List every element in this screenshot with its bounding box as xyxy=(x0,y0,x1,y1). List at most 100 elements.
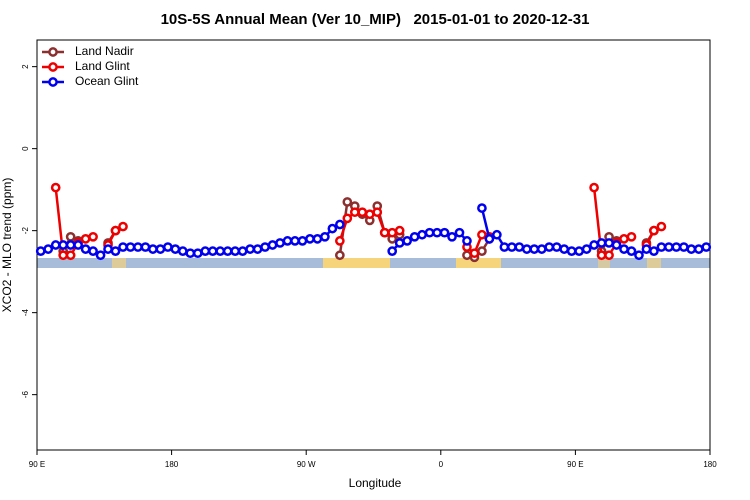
data-point xyxy=(671,242,682,252)
y-tick-label: -4 xyxy=(21,309,30,317)
data-point xyxy=(118,221,128,232)
data-point xyxy=(536,244,547,254)
data-point xyxy=(566,246,577,256)
data-point xyxy=(342,197,353,207)
data-point xyxy=(230,246,241,256)
data-point xyxy=(140,242,151,252)
series xyxy=(50,182,667,261)
legend-label: Ocean Glint xyxy=(75,74,139,88)
data-point xyxy=(110,246,121,256)
x-tick-label: 90 E xyxy=(567,460,583,469)
data-point xyxy=(192,248,203,259)
data-point xyxy=(529,244,540,254)
data-point xyxy=(506,242,517,252)
x-tick-label: 180 xyxy=(703,460,717,469)
data-point xyxy=(492,229,502,240)
data-point xyxy=(634,250,644,261)
data-point xyxy=(335,250,345,261)
data-point xyxy=(252,244,263,254)
x-axis-label: Longitude xyxy=(349,476,402,490)
data-point xyxy=(693,244,704,254)
data-point xyxy=(50,182,61,193)
data-point xyxy=(604,250,614,261)
legend-marker xyxy=(48,47,58,57)
legend-label: Land Nadir xyxy=(75,44,134,58)
land-strip xyxy=(456,258,501,268)
data-point xyxy=(432,227,442,238)
data-point xyxy=(88,231,98,242)
data-point xyxy=(43,244,54,254)
data-point xyxy=(701,242,712,252)
data-point xyxy=(619,234,629,244)
data-point xyxy=(342,213,353,224)
x-tick-label: 0 xyxy=(439,460,444,469)
data-point xyxy=(364,209,375,220)
data-point xyxy=(619,244,629,254)
land-strip xyxy=(598,258,610,268)
y-axis-label: XCO2 - MLO trend (ppm) xyxy=(0,178,14,313)
data-point xyxy=(357,207,368,218)
data-point xyxy=(282,236,293,246)
data-point xyxy=(656,221,667,232)
data-point xyxy=(394,225,405,236)
y-tick-label: 2 xyxy=(21,64,30,69)
data-point xyxy=(454,227,465,238)
data-point xyxy=(58,240,69,250)
y-tick-label: 0 xyxy=(21,146,30,151)
data-point xyxy=(664,242,674,252)
data-point xyxy=(649,225,659,236)
data-point xyxy=(148,244,158,254)
data-point xyxy=(462,250,472,261)
data-point xyxy=(394,238,405,248)
legend-label: Land Glint xyxy=(75,59,130,73)
data-point xyxy=(544,242,555,252)
data-point xyxy=(335,236,345,246)
data-point xyxy=(678,242,689,252)
data-point xyxy=(611,240,622,250)
data-point xyxy=(559,244,570,254)
data-point xyxy=(170,244,181,254)
data-point xyxy=(305,234,315,244)
data-point xyxy=(200,246,211,256)
data-point xyxy=(237,246,248,256)
data-point xyxy=(484,234,495,244)
data-point xyxy=(185,248,196,259)
data-point xyxy=(521,244,532,254)
y-tick-label: -6 xyxy=(21,391,30,399)
data-point xyxy=(35,246,46,256)
data-point xyxy=(73,240,83,250)
data-point xyxy=(589,182,599,193)
data-point xyxy=(260,242,270,252)
data-point xyxy=(626,231,637,242)
data-point xyxy=(514,242,525,252)
data-point xyxy=(439,227,450,238)
land-ocean-strip xyxy=(37,258,710,268)
land-strip xyxy=(323,258,390,268)
data-point xyxy=(499,242,510,252)
data-point xyxy=(80,234,91,244)
legend-marker xyxy=(48,77,58,87)
data-point xyxy=(65,231,76,242)
data-point xyxy=(626,246,637,256)
data-point xyxy=(125,242,136,252)
data-point xyxy=(462,236,472,246)
data-point xyxy=(596,238,607,248)
series xyxy=(35,203,712,261)
data-point xyxy=(641,244,652,254)
data-point xyxy=(581,244,592,254)
x-tick-label: 180 xyxy=(165,460,179,469)
data-point xyxy=(409,231,420,242)
y-tick-label: -2 xyxy=(21,227,30,235)
data-point xyxy=(58,250,69,261)
data-point xyxy=(95,250,106,261)
data-point xyxy=(551,242,562,252)
data-point xyxy=(402,236,412,246)
data-point xyxy=(589,240,599,250)
data-point xyxy=(469,248,480,259)
data-point xyxy=(320,231,330,242)
data-point xyxy=(417,229,427,240)
data-point xyxy=(379,227,390,238)
data-point xyxy=(207,246,218,256)
x-tick-label: 90 E xyxy=(29,460,45,469)
data-point xyxy=(335,219,345,230)
